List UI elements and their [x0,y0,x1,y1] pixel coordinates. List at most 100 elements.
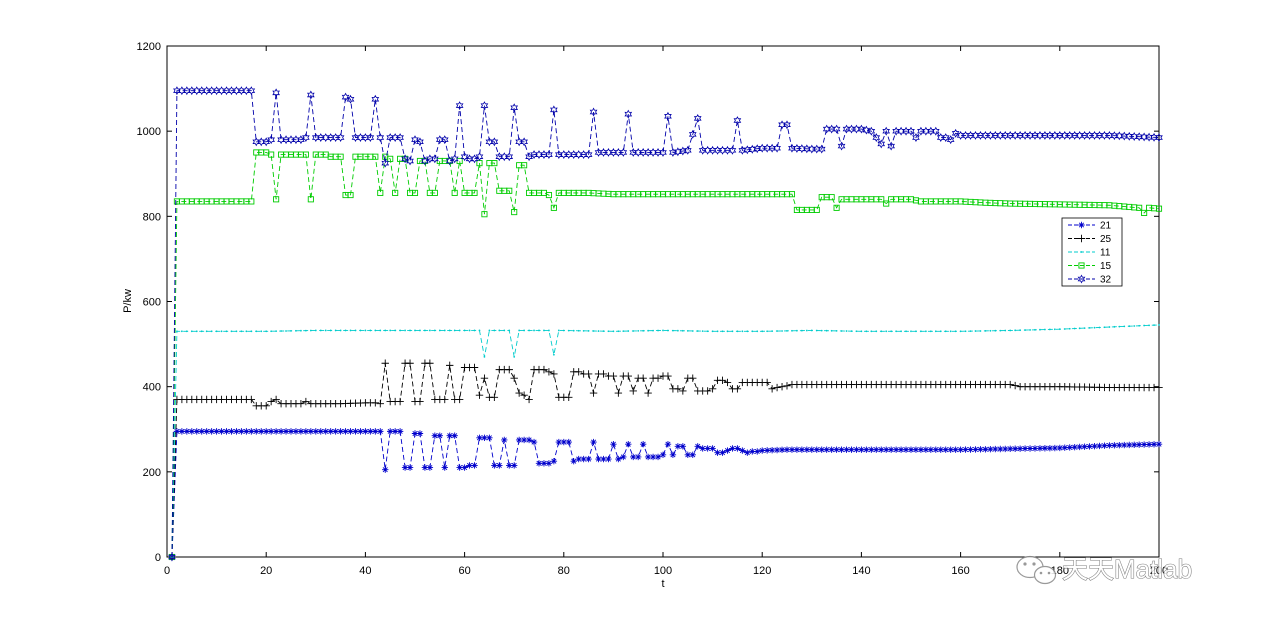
data-point [538,329,540,332]
data-point [396,397,404,406]
data-point [496,462,503,469]
data-point [818,446,825,453]
data-point [734,445,741,452]
data-point [567,329,570,332]
data-point [282,428,290,435]
data-point [416,137,424,147]
data-point [530,438,538,446]
data-point [880,330,883,333]
data-point [832,124,841,134]
data-point [624,372,632,380]
x-tick-label: 20 [260,565,272,577]
data-point [662,329,664,332]
data-point [1103,326,1106,329]
data-point [959,330,962,333]
data-point [253,428,260,435]
data-point [858,446,865,453]
data-point [771,330,774,333]
data-point [471,189,478,196]
data-point [835,329,838,332]
data-point [878,196,885,203]
data-point [364,329,367,332]
data-point [440,135,449,145]
data-point [523,329,526,332]
data-point [967,446,974,453]
data-point [688,129,697,139]
data-point [642,329,645,332]
data-point [892,446,900,453]
data-point [200,330,203,333]
data-point [788,446,796,453]
data-point [883,446,890,453]
data-point [220,330,223,333]
data-point [957,446,964,453]
data-point [448,329,451,332]
data-point [944,330,947,333]
data-point [865,330,868,333]
data-point [451,189,458,196]
data-point [468,329,471,332]
data-point [857,124,866,134]
data-point [743,145,752,155]
data-point [843,446,850,453]
data-point [681,329,684,332]
data-point [1021,445,1029,452]
data-point [1111,442,1118,449]
data-point [837,141,846,151]
data-point [1148,324,1150,327]
data-point [1063,328,1066,330]
data-point [1078,327,1081,330]
data-point [711,330,714,333]
data-point [441,464,448,471]
data-point [545,368,553,376]
data-point [805,329,808,332]
data-point [471,462,478,469]
data-point [513,355,516,358]
data-point [887,446,895,453]
data-point [941,133,950,142]
data-point [451,432,458,439]
data-point [962,446,969,453]
data-point [627,330,630,332]
data-point [788,191,796,198]
data-point [295,329,297,332]
data-point [460,152,469,162]
data-point [927,446,935,453]
data-point [723,378,732,387]
y-tick-label: 200 [143,467,161,479]
data-point [753,144,762,154]
data-point [882,126,891,136]
data-point [897,446,905,453]
data-point [773,383,781,392]
data-point [205,330,208,333]
data-point [329,329,332,332]
data-point [620,453,627,461]
data-point [716,330,719,333]
data-point [369,329,372,332]
data-point [185,330,188,333]
data-point [381,158,390,168]
data-point [607,330,610,333]
data-point [235,330,238,333]
data-point [912,133,920,142]
data-point [625,440,632,448]
data-point [419,329,421,332]
data-point [597,330,600,332]
data-point [756,330,759,333]
data-point [1036,445,1044,452]
data-point [778,382,786,391]
data-point [808,446,815,453]
data-point [258,428,265,435]
data-point [987,445,994,453]
data-point [446,432,453,439]
data-point [721,330,724,333]
data-point [585,455,592,463]
data-point [783,382,791,390]
data-point [922,446,930,453]
data-point [676,329,679,332]
watermark-text: 天天Matlab [1062,554,1192,584]
data-point [223,428,230,435]
data-point [905,330,907,333]
data-point [610,440,617,448]
data-point [599,370,608,378]
